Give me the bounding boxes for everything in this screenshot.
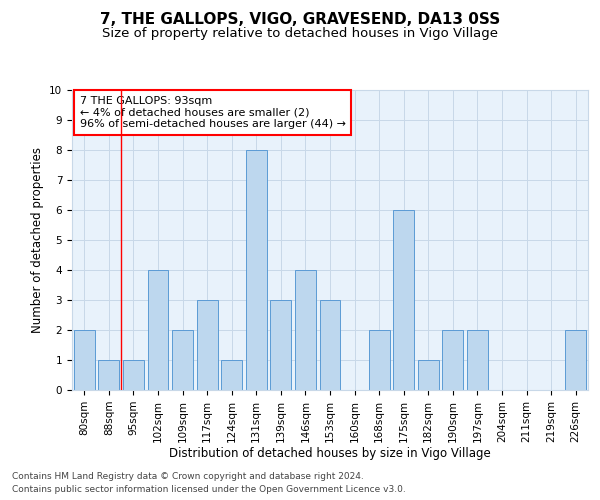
Text: Contains public sector information licensed under the Open Government Licence v3: Contains public sector information licen… <box>12 485 406 494</box>
Bar <box>197 300 218 390</box>
Bar <box>320 300 340 390</box>
Bar <box>295 270 316 390</box>
X-axis label: Distribution of detached houses by size in Vigo Village: Distribution of detached houses by size … <box>169 448 491 460</box>
Bar <box>148 270 169 390</box>
Bar <box>442 330 463 390</box>
Text: Size of property relative to detached houses in Vigo Village: Size of property relative to detached ho… <box>102 28 498 40</box>
Bar <box>393 210 414 390</box>
Bar <box>565 330 586 390</box>
Bar <box>418 360 439 390</box>
Text: Contains HM Land Registry data © Crown copyright and database right 2024.: Contains HM Land Registry data © Crown c… <box>12 472 364 481</box>
Bar <box>467 330 488 390</box>
Bar <box>123 360 144 390</box>
Bar <box>271 300 292 390</box>
Y-axis label: Number of detached properties: Number of detached properties <box>31 147 44 333</box>
Bar <box>246 150 267 390</box>
Bar <box>368 330 389 390</box>
Text: 7 THE GALLOPS: 93sqm
← 4% of detached houses are smaller (2)
96% of semi-detache: 7 THE GALLOPS: 93sqm ← 4% of detached ho… <box>80 96 346 129</box>
Bar <box>221 360 242 390</box>
Bar <box>98 360 119 390</box>
Bar <box>74 330 95 390</box>
Bar <box>172 330 193 390</box>
Text: 7, THE GALLOPS, VIGO, GRAVESEND, DA13 0SS: 7, THE GALLOPS, VIGO, GRAVESEND, DA13 0S… <box>100 12 500 28</box>
